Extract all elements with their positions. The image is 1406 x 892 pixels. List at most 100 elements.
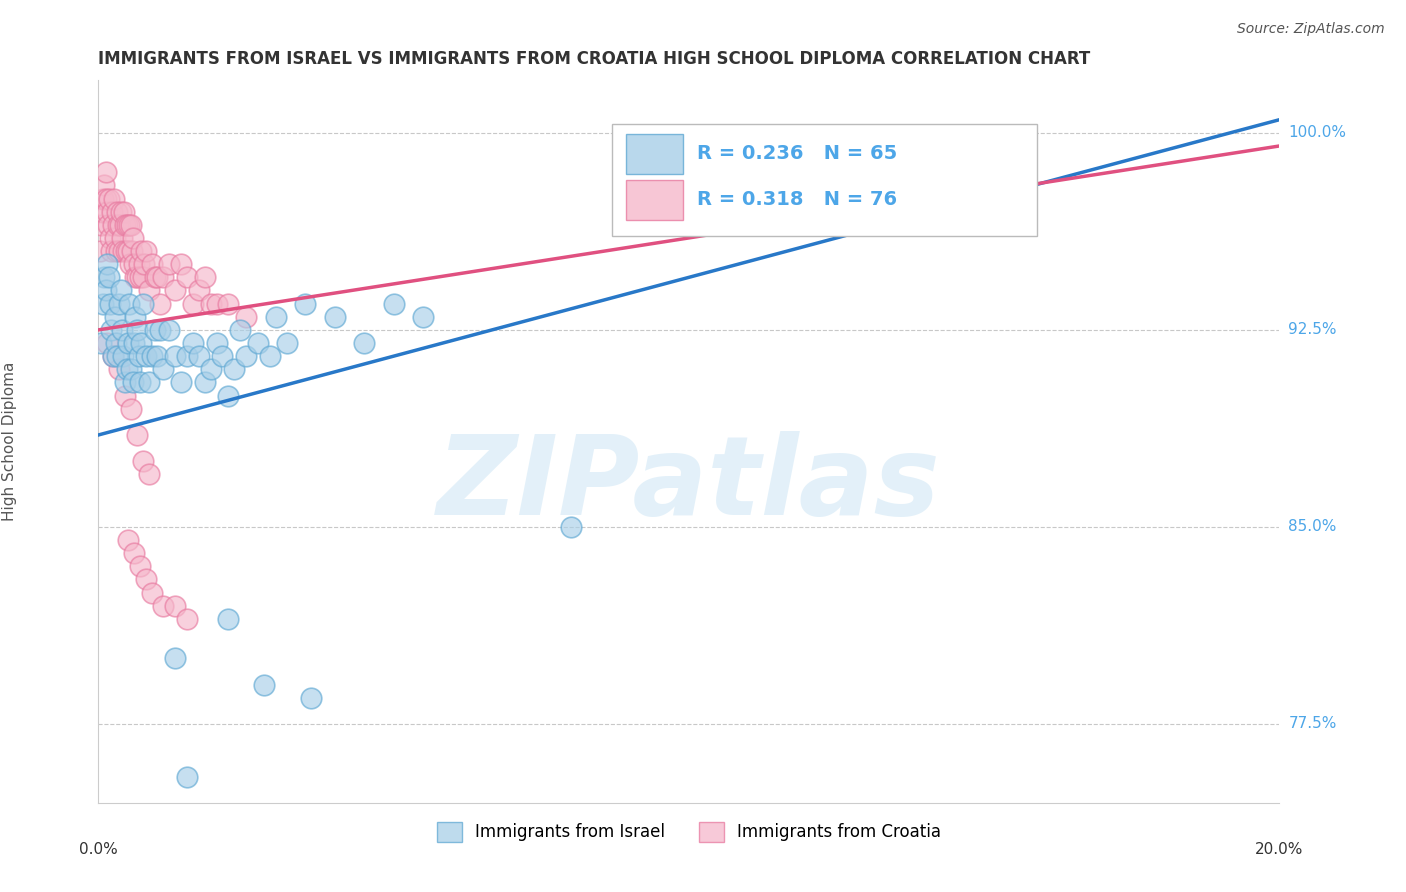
Point xyxy=(93,270,115,285)
Point xyxy=(94,284,117,298)
Point xyxy=(111,323,134,337)
Point xyxy=(224,362,246,376)
Point xyxy=(134,257,156,271)
Point xyxy=(110,204,132,219)
Point xyxy=(412,310,434,324)
Point xyxy=(122,546,145,560)
Point xyxy=(165,349,187,363)
Point xyxy=(100,244,122,258)
Point xyxy=(114,388,136,402)
Point xyxy=(170,257,193,271)
Point xyxy=(96,257,118,271)
Point xyxy=(264,310,287,324)
Point xyxy=(157,257,180,271)
Text: 20.0%: 20.0% xyxy=(1256,842,1303,857)
Point xyxy=(187,349,209,363)
Point xyxy=(122,336,145,351)
Point xyxy=(121,376,143,390)
Point xyxy=(143,323,166,337)
Point xyxy=(141,585,163,599)
FancyBboxPatch shape xyxy=(626,180,683,219)
Point xyxy=(105,204,128,219)
Point xyxy=(118,296,141,310)
Point xyxy=(128,257,150,271)
Point xyxy=(176,770,198,784)
Point xyxy=(138,284,160,298)
Point xyxy=(170,376,193,390)
Point xyxy=(128,376,150,390)
Point xyxy=(135,349,157,363)
Point xyxy=(97,218,120,232)
Point xyxy=(176,270,198,285)
Point xyxy=(111,231,134,245)
Point xyxy=(560,520,582,534)
Point xyxy=(217,388,239,402)
Point xyxy=(141,257,163,271)
Point xyxy=(124,270,146,285)
Point xyxy=(112,204,135,219)
Point xyxy=(122,257,145,271)
Point xyxy=(176,612,198,626)
Point xyxy=(105,349,128,363)
Point xyxy=(235,310,257,324)
Point xyxy=(110,284,132,298)
Text: ZIPatlas: ZIPatlas xyxy=(437,432,941,539)
Point xyxy=(107,218,129,232)
Point xyxy=(103,349,125,363)
Point xyxy=(121,244,143,258)
Point xyxy=(98,192,121,206)
Point xyxy=(121,231,143,245)
Point xyxy=(132,270,155,285)
Text: High School Diploma: High School Diploma xyxy=(3,362,17,521)
Point xyxy=(128,270,150,285)
Point xyxy=(118,218,141,232)
Point xyxy=(229,323,252,337)
Point xyxy=(100,323,122,337)
Point xyxy=(211,349,233,363)
Point xyxy=(246,336,269,351)
Point xyxy=(143,270,166,285)
Point xyxy=(94,192,117,206)
Point xyxy=(217,612,239,626)
Point xyxy=(353,336,375,351)
Point xyxy=(103,349,125,363)
Point xyxy=(187,284,209,298)
Point xyxy=(110,218,132,232)
Text: 77.5%: 77.5% xyxy=(1288,716,1337,731)
Point xyxy=(104,310,127,324)
FancyBboxPatch shape xyxy=(626,135,683,174)
Point xyxy=(114,218,136,232)
Point xyxy=(105,336,128,351)
Point xyxy=(117,533,139,547)
Legend: Immigrants from Israel, Immigrants from Croatia: Immigrants from Israel, Immigrants from … xyxy=(430,815,948,848)
Point xyxy=(91,204,114,219)
Point xyxy=(165,284,187,298)
Point xyxy=(235,349,257,363)
Point xyxy=(115,244,138,258)
Point xyxy=(125,270,148,285)
Point xyxy=(89,244,111,258)
Text: 0.0%: 0.0% xyxy=(79,842,118,857)
Point xyxy=(117,244,139,258)
Point xyxy=(93,178,115,193)
Point xyxy=(120,362,142,376)
FancyBboxPatch shape xyxy=(612,124,1038,235)
Point xyxy=(125,428,148,442)
Point xyxy=(149,296,172,310)
Point xyxy=(124,310,146,324)
Point xyxy=(181,336,204,351)
Point xyxy=(108,296,131,310)
Text: R = 0.318   N = 76: R = 0.318 N = 76 xyxy=(697,190,897,209)
Point xyxy=(129,244,152,258)
Point xyxy=(152,362,174,376)
Point xyxy=(253,677,276,691)
Point xyxy=(112,349,135,363)
Point xyxy=(98,231,121,245)
Point xyxy=(101,204,124,219)
Point xyxy=(149,323,172,337)
Point xyxy=(94,165,117,179)
Point xyxy=(103,192,125,206)
Text: IMMIGRANTS FROM ISRAEL VS IMMIGRANTS FROM CROATIA HIGH SCHOOL DIPLOMA CORRELATIO: IMMIGRANTS FROM ISRAEL VS IMMIGRANTS FRO… xyxy=(98,50,1091,68)
Point xyxy=(205,336,228,351)
Text: R = 0.236   N = 65: R = 0.236 N = 65 xyxy=(697,145,897,163)
